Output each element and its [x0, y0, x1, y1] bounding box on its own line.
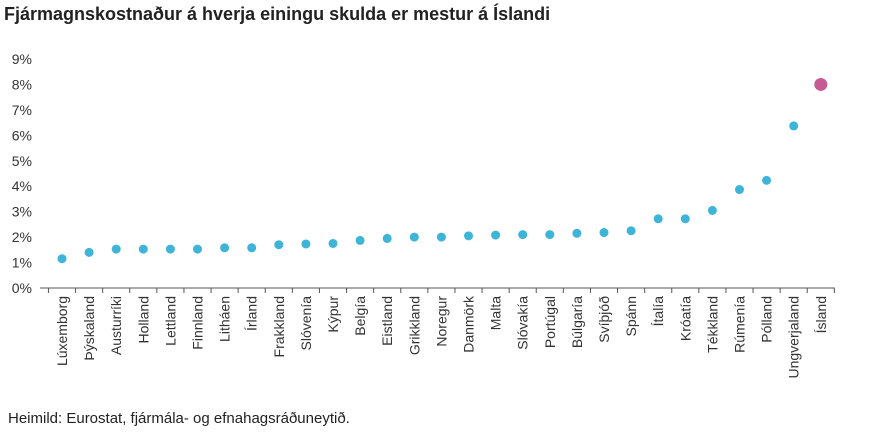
- x-tick-label: Eistland: [379, 296, 395, 346]
- data-point: [680, 214, 690, 224]
- x-tick-label: Ísland: [813, 296, 829, 333]
- x-tick-label: Danmörk: [461, 295, 477, 353]
- x-tick-label: Belgía: [352, 296, 368, 336]
- x-tick-label: Tékkland: [704, 296, 720, 353]
- data-point: [165, 244, 175, 254]
- x-tick-label: Búlgaría: [569, 296, 585, 348]
- y-tick-label: 5%: [12, 153, 32, 169]
- x-tick-label: Frakkland: [271, 296, 287, 357]
- data-point: [274, 240, 284, 250]
- x-tick-label: Írland: [244, 296, 260, 331]
- y-tick-label: 1%: [12, 255, 32, 271]
- x-tick-label: Króatía: [677, 296, 693, 341]
- x-tick-label: Rúmenía: [732, 296, 748, 353]
- y-axis: 0% 1% 2% 3% 4% 5% 6% 7% 8% 9%: [12, 51, 32, 296]
- data-point: [382, 233, 392, 243]
- data-point-highlight: [814, 77, 828, 91]
- y-tick-label: 0%: [12, 280, 32, 296]
- data-point: [247, 243, 257, 253]
- x-tick-label: Finnland: [190, 296, 206, 350]
- data-point: [111, 244, 121, 254]
- data-point: [84, 247, 94, 257]
- data-point: [355, 235, 365, 245]
- source-note: Heimild: Eurostat, fjármála- og efnahags…: [8, 410, 350, 427]
- x-tick-label: Malta: [488, 296, 504, 330]
- x-tick-label: Spánn: [623, 296, 639, 336]
- data-point: [518, 230, 528, 240]
- y-tick-label: 2%: [12, 229, 32, 245]
- data-point: [599, 228, 609, 238]
- x-tick-label: Ungverjaland: [786, 296, 802, 379]
- x-tick-label: Lettland: [162, 296, 178, 346]
- data-point: [220, 243, 230, 253]
- y-tick-label: 6%: [12, 127, 32, 143]
- data-points: [57, 77, 828, 264]
- data-point: [572, 228, 582, 238]
- data-point: [328, 238, 338, 248]
- x-tick-label: Lúxemborg: [54, 296, 70, 366]
- data-point: [409, 232, 419, 242]
- x-tick-label: Grikkland: [406, 296, 422, 355]
- data-point: [545, 230, 555, 240]
- data-point: [464, 231, 473, 241]
- x-tick-label: Holland: [135, 296, 151, 343]
- data-point: [301, 239, 311, 249]
- data-point: [789, 121, 799, 131]
- y-tick-label: 4%: [12, 178, 32, 194]
- x-tick-label: Kýpur: [325, 296, 341, 333]
- data-point: [436, 232, 446, 242]
- x-axis: Lúxemborg Þýskaland Austurríki Holland Lettl…: [40, 287, 835, 379]
- x-tick-label: Svíþjóð: [596, 296, 612, 343]
- x-tick-label: Ítalía: [650, 296, 666, 327]
- x-tick-label: Austurríki: [108, 296, 124, 355]
- data-point: [735, 185, 744, 195]
- x-tick-label: Noregur: [433, 296, 449, 347]
- chart-title: Fjármagnskostnaður á hverja einingu skul…: [4, 4, 551, 24]
- data-point: [653, 214, 663, 224]
- y-tick-label: 9%: [12, 51, 32, 67]
- x-tick-label: Litháen: [217, 296, 233, 342]
- data-point: [762, 175, 772, 185]
- x-tick-label: Þýskaland: [81, 296, 97, 361]
- data-point: [57, 254, 67, 264]
- data-point: [138, 244, 148, 254]
- data-point: [626, 226, 636, 236]
- x-tick-label: Slóvenía: [298, 296, 314, 351]
- data-point: [491, 230, 501, 240]
- y-tick-label: 8%: [12, 76, 32, 92]
- y-tick-label: 3%: [12, 204, 32, 220]
- x-tick-label: Slóvakía: [515, 296, 531, 350]
- x-tick-label: Portúgal: [542, 296, 558, 348]
- y-tick-label: 7%: [12, 102, 32, 118]
- data-point: [193, 244, 202, 254]
- x-tick-label: Pólland: [759, 296, 775, 343]
- data-point: [707, 205, 717, 215]
